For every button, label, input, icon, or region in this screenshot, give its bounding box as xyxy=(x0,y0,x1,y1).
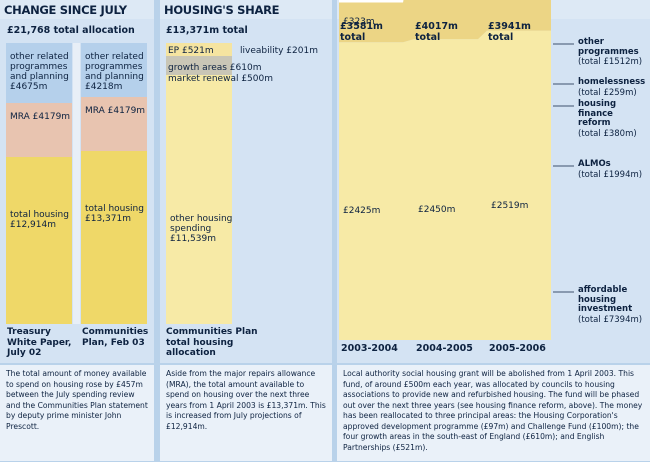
s1-bar-0-1 xyxy=(81,151,147,324)
s1-bar-0-0 xyxy=(6,157,72,324)
s3-value-0-1: £2450m xyxy=(418,204,456,215)
s3-year-0: 2003-2004 xyxy=(341,343,398,354)
s3-legend-total-2: (total £380m) xyxy=(578,128,637,139)
s3-legend-4: other programmes (total £1512m) xyxy=(578,37,648,67)
s1-bar-1-1 xyxy=(81,97,147,152)
s1-category-0: Treasury White Paper, July 02 xyxy=(7,327,72,358)
s2-seg-4 xyxy=(166,75,232,324)
s1-label-1-0: MRA £4179m xyxy=(10,112,71,123)
s3-total-2: £3941m xyxy=(488,21,531,32)
s1-label-2-0: other related programmes and planning £4… xyxy=(10,52,69,92)
s1-bar-2-1 xyxy=(81,43,147,98)
section1-title: CHANGE SINCE JULY xyxy=(0,0,154,19)
s3-area-0 xyxy=(339,30,551,340)
section1-total: £21,768 total allocation xyxy=(7,25,135,36)
s3-total-label-0: total xyxy=(340,32,366,43)
s2-seg-2 xyxy=(166,56,232,67)
s3-total-0: £3581m xyxy=(340,21,383,32)
s2-label-4: other housing spending £11,539m xyxy=(170,214,233,244)
s3-value-1-0: £323m xyxy=(343,17,375,28)
s3-total-1: £4017m xyxy=(415,21,458,32)
s2-seg-0 xyxy=(166,43,232,56)
s3-value-0-0: £2425m xyxy=(343,205,381,216)
s2-label-0: EP £521m xyxy=(168,46,214,56)
s3-area-1 xyxy=(339,0,551,43)
s2-label-1: liveability £201m xyxy=(240,46,318,56)
s2-label-3: market renewal £500m xyxy=(168,74,273,84)
s3-year-2: 2005-2006 xyxy=(489,343,546,354)
section2-total: £13,371m total xyxy=(166,25,248,36)
section1-description: The total amount of money available to s… xyxy=(0,365,154,461)
section2-description: Aside from the major repairs allowance (… xyxy=(160,365,332,461)
s3-total-label-2: total xyxy=(488,32,514,43)
s3-legend-total-0: (total £7394m) xyxy=(578,314,643,325)
s1-label-0-1: total housing £13,371m xyxy=(85,204,144,225)
section3-description: Local authority social housing grant wil… xyxy=(337,365,650,461)
s2-label-2: growth areas £610m xyxy=(168,63,262,73)
s3-value-0-2: £2519m xyxy=(491,200,529,211)
s3-legend-0: affordable housing investment (total £739… xyxy=(578,285,648,325)
s3-area-2 xyxy=(339,0,404,3)
s3-legend-total-3: (total £259m) xyxy=(578,87,637,98)
s3-legend-2: housing finance reform (total £380m) xyxy=(578,99,648,139)
s1-divider xyxy=(73,43,80,324)
s2-seg-3 xyxy=(166,67,232,75)
section2-title: HOUSING'S SHARE xyxy=(160,0,332,19)
s1-label-1-1: MRA £4179m xyxy=(85,106,146,117)
s1-category-1: Communities Plan, Feb 03 xyxy=(82,327,149,348)
s1-bar-1-0 xyxy=(6,103,72,158)
s3-legend-1: ALMOs (total £1994m) xyxy=(578,159,648,180)
s1-bar-2-0 xyxy=(6,43,72,104)
s1-label-2-1: other related programmes and planning £4… xyxy=(85,52,144,92)
s3-legend-3: homelessness (total £259m) xyxy=(578,77,648,98)
s1-label-0-0: total housing £12,914m xyxy=(10,210,69,231)
s3-total-label-1: total xyxy=(415,32,441,43)
s3-year-1: 2004-2005 xyxy=(416,343,473,354)
s3-legend-total-1: (total £1994m) xyxy=(578,169,643,180)
s3-legend-total-4: (total £1512m) xyxy=(578,57,643,67)
s2-category-0: Communities Plan total housing allocatio… xyxy=(166,327,258,358)
